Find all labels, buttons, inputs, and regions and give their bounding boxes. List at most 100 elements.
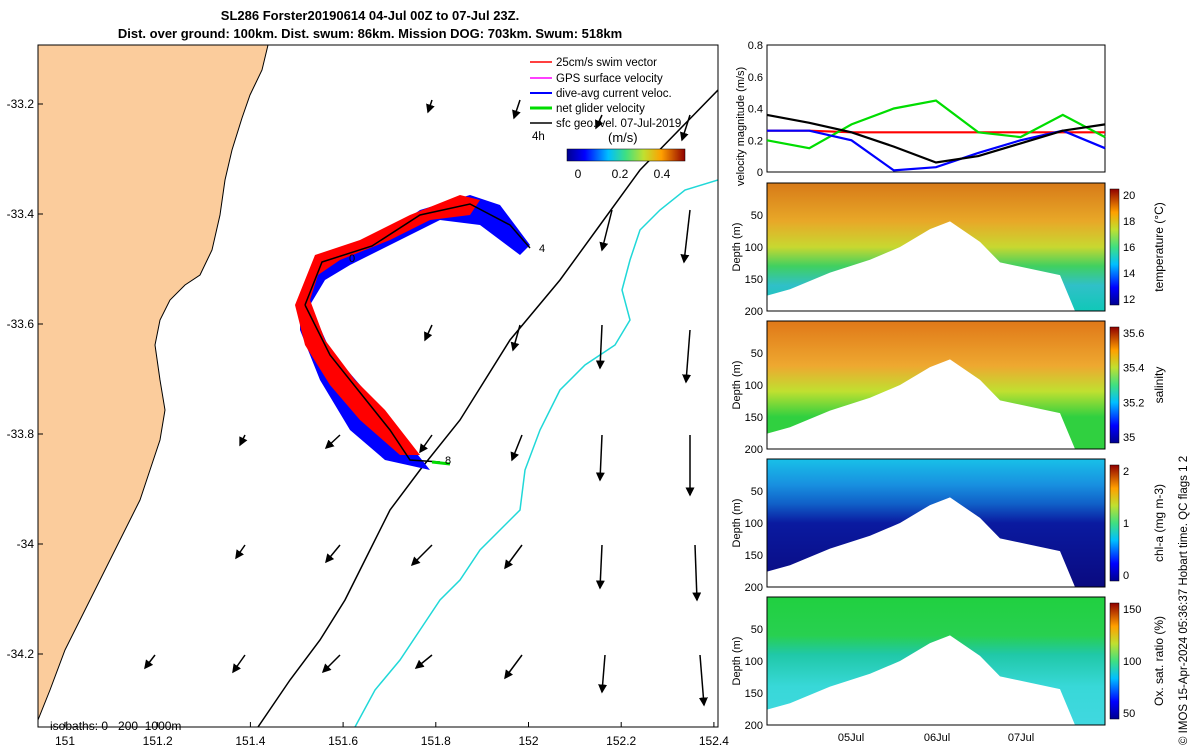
map-y-tick-label: -33.2: [7, 97, 35, 111]
colorbar-tick-label: 35.6: [1123, 328, 1144, 340]
current-vector-arrow: [419, 434, 433, 454]
map-colorbar: [566, 148, 686, 162]
depth-tick-label: 100: [745, 242, 763, 254]
current-vector-arrow: [414, 654, 433, 669]
colorbar-tick-label: 12: [1123, 294, 1135, 306]
current-vector-arrow: [698, 654, 708, 707]
credit-text: © IMOS 15-Apr-2024 05:36:37 Hobart time.…: [1178, 455, 1190, 745]
colorbar-tick-label: 20: [1123, 190, 1135, 202]
map-colorbar-tick: 0.4: [654, 167, 671, 181]
map-y-ticks: -33.2 -33.4 -33.6 -33.8 -34 -34.2: [7, 97, 43, 661]
glider-track: [295, 195, 531, 470]
map-y-tick-label: -33.8: [7, 427, 35, 441]
map-x-tick-label: 152.2: [606, 734, 636, 748]
section-colorbar: [1109, 464, 1120, 582]
section-heatmap: [767, 183, 1105, 311]
current-vector-arrow: [504, 654, 523, 680]
current-vector-arrow: [232, 654, 246, 674]
map-x-tick-label: 151.8: [421, 734, 451, 748]
isobath-label: isobaths: 0 200 1000m: [50, 719, 181, 733]
depth-tick-label: 150: [745, 412, 763, 424]
track-label: 4: [539, 243, 545, 255]
section-panel: 50 100 150 200 Depth (m) 12 14 16 18 20 temperatur…: [731, 182, 1166, 318]
colorbar-tick-label: 50: [1123, 708, 1135, 720]
section-colorbar: [1109, 602, 1120, 720]
track-label: 8: [445, 455, 451, 467]
time-tick-label: 05Jul: [838, 732, 864, 744]
current-vector-arrow: [692, 544, 702, 602]
track-label: 0: [349, 253, 355, 265]
map-x-tick-label: 151.2: [143, 734, 173, 748]
time-tick-label: 06Jul: [924, 732, 950, 744]
depth-tick-label: 100: [745, 656, 763, 668]
depth-tick-label: 100: [745, 380, 763, 392]
depth-tick-label: 200: [745, 306, 763, 318]
section-heatmap: [767, 321, 1105, 449]
map-y-tick-label: -34.2: [7, 647, 35, 661]
colorbar-tick-label: 100: [1123, 656, 1141, 668]
current-vector-arrow: [680, 209, 691, 264]
colorbar-tick-label: 1: [1123, 518, 1129, 530]
velocity-y-tick-label: 0.8: [748, 40, 763, 52]
velocity-y-tick-label: 0.2: [748, 135, 763, 147]
depth-tick-label: 150: [745, 550, 763, 562]
legend-sfc-geo-velocity: sfc geo. vel. 07-Jul-2019: [556, 118, 681, 130]
depth-tick-label: 50: [751, 348, 763, 360]
colorbar-label: salinity: [1152, 367, 1166, 404]
depth-tick-label: 150: [745, 274, 763, 286]
land-mass: [38, 45, 269, 721]
current-vector-arrow: [410, 544, 433, 567]
velocity-y-tick-label: 0: [757, 167, 763, 179]
section-colorbar: [1109, 188, 1120, 306]
map-y-tick-label: -33.4: [7, 207, 35, 221]
map-x-tick-label: 152.4: [699, 734, 729, 748]
colorbar-label: Ox. sat. ratio (%): [1152, 616, 1166, 706]
colorbar-label: temperature (°C): [1152, 202, 1166, 292]
isobath-200m: [257, 89, 718, 727]
depth-tick-label: 100: [745, 518, 763, 530]
current-vector-arrow: [595, 434, 605, 482]
map-panel: 0 4 8 151 151.2 151.4 151.6 151.8 152 152.2 152…: [7, 44, 729, 748]
depth-axis-label: Depth (m): [731, 223, 743, 272]
map-y-tick-label: -33.6: [7, 317, 35, 331]
current-vector-arrow: [239, 434, 248, 447]
velocity-panel: 0 0.2 0.4 0.6 0.8 velocity magnitude (m/s): [735, 40, 1106, 186]
current-vector-arrow: [424, 324, 433, 342]
depth-tick-label: 200: [745, 444, 763, 456]
map-y-tick-label: -34: [17, 537, 35, 551]
depth-tick-label: 50: [751, 210, 763, 222]
map-colorbar-tick: 0: [575, 167, 582, 181]
legend-swim-vector: 25cm/s swim vector: [556, 57, 657, 69]
time-marker-label: 4h: [532, 131, 545, 143]
legend-gps-velocity: GPS surface velocity: [556, 73, 663, 85]
depth-axis-label: Depth (m): [731, 361, 743, 410]
map-x-tick-label: 151.4: [235, 734, 265, 748]
current-vector-arrow: [599, 209, 613, 252]
depth-tick-label: 200: [745, 720, 763, 732]
velocity-y-tick-label: 0.4: [748, 104, 763, 116]
colorbar-tick-label: 150: [1123, 604, 1141, 616]
current-vector-arrow: [325, 544, 341, 564]
map-x-tick-label: 151: [55, 734, 75, 748]
current-vector-arrow: [321, 654, 341, 674]
current-vector-arrow: [510, 434, 523, 462]
time-axis: 05Jul 06Jul 07Jul: [838, 732, 1034, 744]
map-colorbar-unit: (m/s): [608, 130, 638, 145]
velocity-y-ticks: 0 0.2 0.4 0.6 0.8: [748, 40, 763, 179]
colorbar-tick-label: 35: [1123, 432, 1135, 444]
section-colorbar: [1109, 326, 1120, 444]
section-panel: 50 100 150 200 Depth (m) 50 100 150 Ox. sat. rat…: [731, 596, 1166, 732]
current-vector-arrow: [679, 114, 691, 142]
current-vector-field: [144, 99, 708, 707]
velocity-ylabel: velocity magnitude (m/s): [735, 67, 747, 186]
map-legend: 25cm/s swim vector GPS surface velocity …: [530, 57, 686, 181]
velocity-series-line: [766, 113, 1106, 164]
colorbar-label: chl-a (mg m-3): [1152, 484, 1166, 562]
current-vector-arrow: [512, 99, 521, 120]
current-vector-arrow: [595, 324, 605, 370]
velocity-series: [766, 99, 1106, 172]
depth-axis-label: Depth (m): [731, 499, 743, 548]
section-panel: 50 100 150 200 Depth (m) 0 1 2 chl-a (mg m-3): [731, 458, 1166, 594]
current-vector-arrow: [144, 654, 156, 670]
